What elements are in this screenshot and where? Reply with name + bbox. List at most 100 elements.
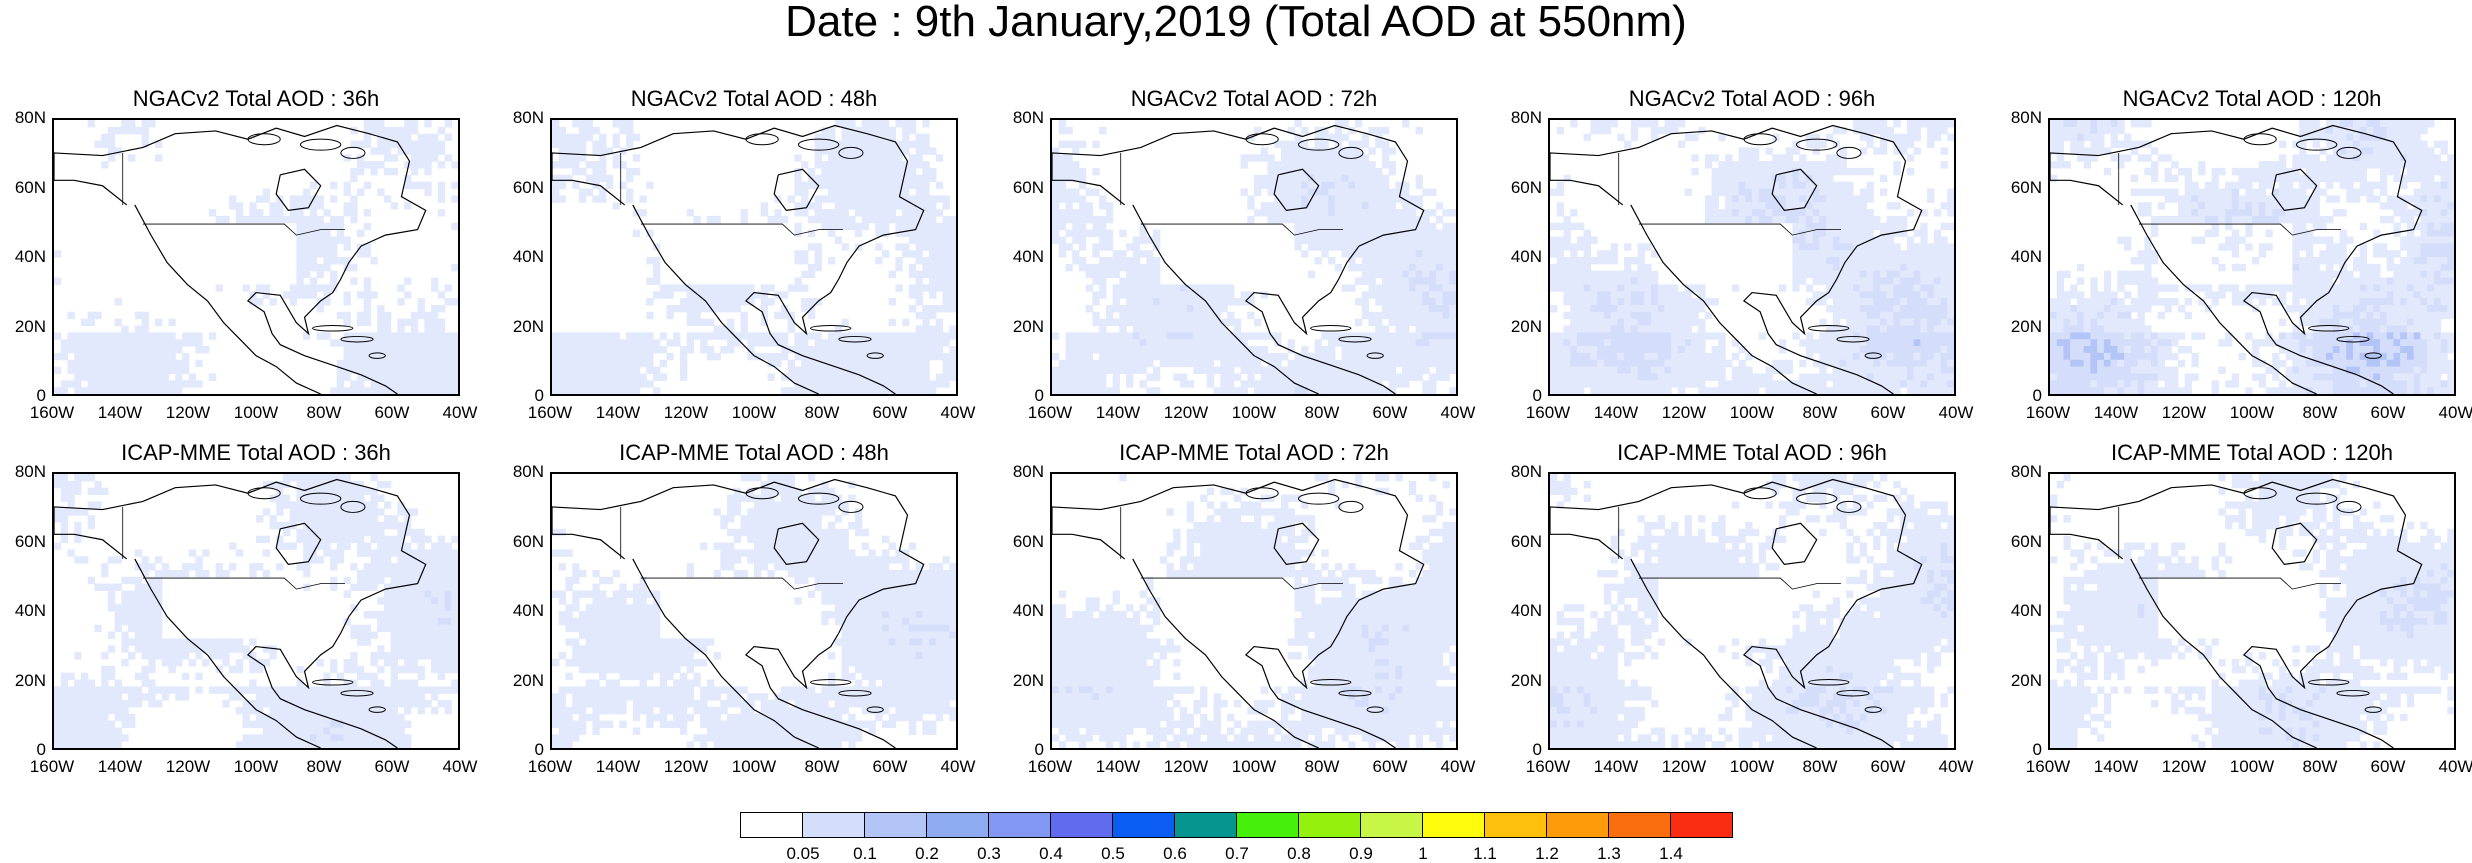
- aod-field-map: [54, 474, 458, 748]
- colorbar: [740, 812, 1733, 838]
- latitude-tick-label: 40N: [0, 602, 46, 619]
- us-canada-border: [641, 578, 843, 589]
- longitude-tick-label: 160W: [520, 758, 580, 775]
- island-outline: [248, 488, 280, 499]
- colorbar-tick-label: 0.8: [1287, 845, 1311, 862]
- latitude-tick-label: 80N: [994, 109, 1044, 126]
- aod-field-map: [2050, 120, 2454, 394]
- longitude-tick-label: 140W: [2086, 758, 2146, 775]
- latitude-tick-label: 80N: [1492, 109, 1542, 126]
- island-outline: [1311, 326, 1351, 332]
- longitude-tick-label: 160W: [22, 404, 82, 421]
- colorbar-tick-label: 0.9: [1349, 845, 1373, 862]
- latitude-tick-label: 20N: [994, 318, 1044, 335]
- colorbar-swatch: [1361, 812, 1423, 838]
- longitude-tick-label: 120W: [1654, 758, 1714, 775]
- longitude-tick-label: 120W: [158, 404, 218, 421]
- panel-title: NGACv2 Total AOD : 72h: [1010, 88, 1498, 110]
- aod-map-panel: [52, 118, 460, 396]
- longitude-tick-label: 80W: [294, 758, 354, 775]
- longitude-tick-label: 60W: [2358, 758, 2418, 775]
- colorbar-swatch: [1051, 812, 1113, 838]
- latitude-tick-label: 20N: [1492, 672, 1542, 689]
- latitude-tick-label: 0: [494, 387, 544, 404]
- colorbar-tick-label: 0.1: [853, 845, 877, 862]
- colorbar-tick-label: 0.4: [1039, 845, 1063, 862]
- latitude-tick-label: 60N: [0, 179, 46, 196]
- aod-map-panel: [1548, 118, 1956, 396]
- island-outline: [1744, 134, 1776, 145]
- latitude-tick-label: 20N: [494, 318, 544, 335]
- longitude-tick-label: 60W: [1858, 404, 1918, 421]
- panel-title: ICAP-MME Total AOD : 96h: [1508, 442, 1996, 464]
- island-outline: [313, 326, 353, 332]
- longitude-tick-label: 100W: [226, 404, 286, 421]
- aod-field-map: [552, 474, 956, 748]
- longitude-tick-label: 40W: [2426, 758, 2472, 775]
- aod-map-panel: [52, 472, 460, 750]
- longitude-tick-label: 100W: [1722, 758, 1782, 775]
- latitude-tick-label: 0: [1492, 741, 1542, 758]
- latitude-tick-label: 0: [994, 387, 1044, 404]
- panel-title: NGACv2 Total AOD : 36h: [12, 88, 500, 110]
- latitude-tick-label: 40N: [494, 602, 544, 619]
- longitude-tick-label: 160W: [1020, 404, 1080, 421]
- aod-field-map: [54, 120, 458, 394]
- longitude-tick-label: 120W: [656, 758, 716, 775]
- longitude-tick-label: 60W: [1360, 758, 1420, 775]
- aod-map-panel: [550, 118, 958, 396]
- colorbar-swatch: [927, 812, 989, 838]
- aod-field-map: [552, 120, 956, 394]
- colorbar-swatch: [1237, 812, 1299, 838]
- aod-field-map: [1052, 120, 1456, 394]
- longitude-tick-label: 60W: [2358, 404, 2418, 421]
- longitude-tick-label: 40W: [1428, 758, 1488, 775]
- colorbar-swatch: [803, 812, 865, 838]
- latitude-tick-label: 40N: [994, 248, 1044, 265]
- colorbar-swatch: [865, 812, 927, 838]
- island-outline: [1744, 488, 1776, 499]
- latitude-tick-label: 20N: [994, 672, 1044, 689]
- colorbar-swatch: [1175, 812, 1237, 838]
- colorbar-swatch: [989, 812, 1051, 838]
- latitude-tick-label: 60N: [494, 179, 544, 196]
- longitude-tick-label: 160W: [2018, 404, 2078, 421]
- panel-title: ICAP-MME Total AOD : 72h: [1010, 442, 1498, 464]
- longitude-tick-label: 100W: [2222, 404, 2282, 421]
- longitude-tick-label: 60W: [362, 404, 422, 421]
- latitude-tick-label: 80N: [994, 463, 1044, 480]
- longitude-tick-label: 160W: [1518, 404, 1578, 421]
- longitude-tick-label: 40W: [928, 758, 988, 775]
- island-outline: [248, 134, 280, 145]
- longitude-tick-label: 80W: [2290, 758, 2350, 775]
- latitude-tick-label: 80N: [1492, 463, 1542, 480]
- longitude-tick-label: 140W: [1088, 758, 1148, 775]
- page-title: Date : 9th January,2019 (Total AOD at 55…: [0, 0, 2472, 44]
- longitude-tick-label: 40W: [2426, 404, 2472, 421]
- colorbar-tick-label: 1.2: [1535, 845, 1559, 862]
- latitude-tick-label: 40N: [494, 248, 544, 265]
- latitude-tick-label: 80N: [1992, 463, 2042, 480]
- longitude-tick-label: 40W: [1926, 404, 1986, 421]
- latitude-tick-label: 20N: [1992, 318, 2042, 335]
- longitude-tick-label: 100W: [226, 758, 286, 775]
- longitude-tick-label: 80W: [792, 404, 852, 421]
- longitude-tick-label: 100W: [2222, 758, 2282, 775]
- colorbar-tick-label: 0.5: [1101, 845, 1125, 862]
- colorbar-tick-label: 1.4: [1659, 845, 1683, 862]
- panel-title: ICAP-MME Total AOD : 48h: [510, 442, 998, 464]
- latitude-tick-label: 60N: [1992, 179, 2042, 196]
- panel-title: ICAP-MME Total AOD : 36h: [12, 442, 500, 464]
- longitude-tick-label: 160W: [22, 758, 82, 775]
- longitude-tick-label: 40W: [1926, 758, 1986, 775]
- aod-map-panel: [2048, 472, 2456, 750]
- aod-field-map: [1550, 474, 1954, 748]
- island-outline: [1298, 493, 1338, 504]
- longitude-tick-label: 60W: [1858, 758, 1918, 775]
- longitude-tick-label: 100W: [1224, 758, 1284, 775]
- longitude-tick-label: 40W: [1428, 404, 1488, 421]
- longitude-tick-label: 100W: [1224, 404, 1284, 421]
- latitude-tick-label: 0: [1492, 387, 1542, 404]
- latitude-tick-label: 60N: [1492, 179, 1542, 196]
- aod-map-panel: [1050, 118, 1458, 396]
